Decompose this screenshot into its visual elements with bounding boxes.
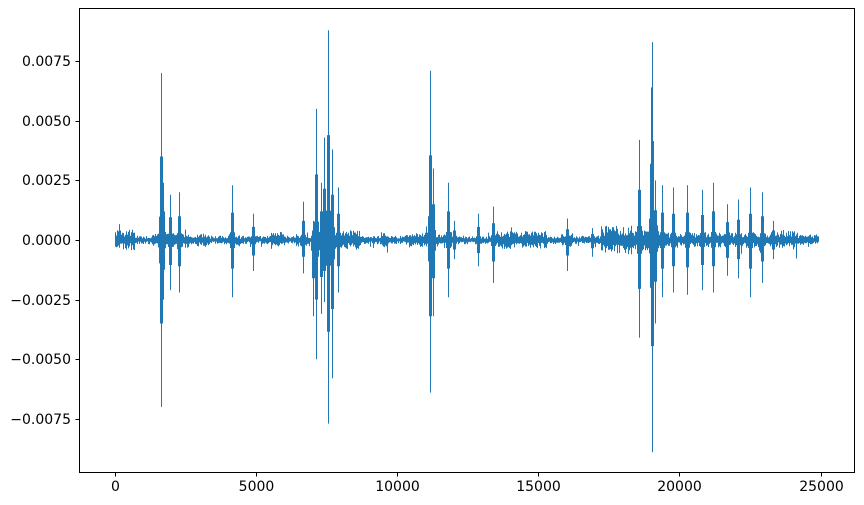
y-tick-label: −0.0050 — [10, 352, 71, 368]
x-tick-label: 15000 — [516, 479, 561, 495]
y-tick-label: 0.0075 — [22, 54, 71, 70]
waveform-line — [115, 30, 819, 453]
x-tick-label: 0 — [111, 479, 120, 495]
x-tick-label: 5000 — [239, 479, 275, 495]
y-tick-label: 0.0025 — [22, 173, 71, 189]
y-tick-label: −0.0075 — [10, 412, 71, 428]
plot-frame — [79, 8, 855, 473]
y-tick-label: 0.0000 — [22, 233, 71, 249]
y-tick-label: −0.0025 — [10, 293, 71, 309]
y-tick-label: 0.0050 — [22, 114, 71, 130]
x-tick-label: 20000 — [657, 479, 702, 495]
x-tick-label: 10000 — [375, 479, 420, 495]
x-tick-label: 25000 — [799, 479, 844, 495]
